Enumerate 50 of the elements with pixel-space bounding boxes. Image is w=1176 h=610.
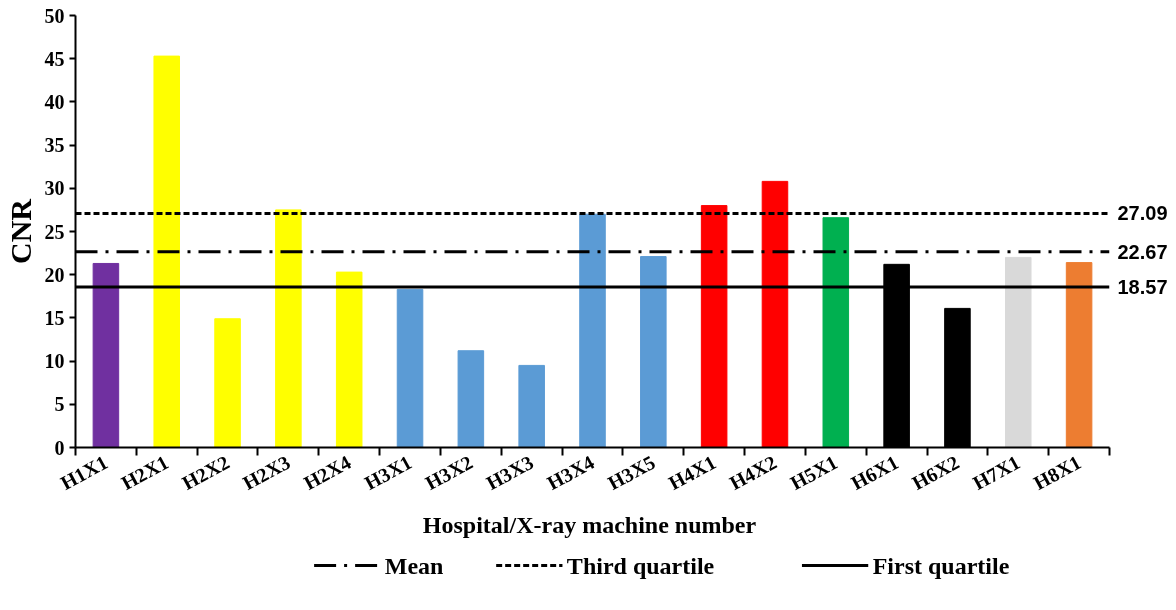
bar bbox=[579, 213, 606, 448]
text: 27.09 bbox=[1117, 202, 1168, 225]
y-tick-label: 15 bbox=[44, 306, 65, 329]
y-tick-label: 25 bbox=[44, 220, 65, 243]
y-tick-label: 35 bbox=[44, 134, 65, 157]
bar bbox=[822, 217, 850, 448]
y-tick-label: 30 bbox=[44, 177, 65, 200]
text: 22.67 bbox=[1117, 240, 1168, 263]
x-tick-label: H4X2 bbox=[725, 450, 781, 495]
x-axis-title: Hospital/X-ray machine number bbox=[422, 511, 757, 538]
bar bbox=[700, 205, 728, 448]
y-axis-title: CNR bbox=[3, 198, 37, 264]
bar bbox=[457, 350, 485, 448]
x-tick-label: H8X1 bbox=[1029, 450, 1085, 495]
bar bbox=[640, 256, 667, 448]
bar bbox=[1004, 256, 1032, 448]
x-tick-label: H6X2 bbox=[908, 450, 963, 495]
legend-label: Third quartile bbox=[566, 552, 715, 579]
bar bbox=[214, 318, 241, 448]
text: 18.57 bbox=[1117, 276, 1168, 299]
x-tick-label: H5X1 bbox=[786, 450, 842, 495]
x-tick-label: H3X2 bbox=[421, 450, 477, 495]
x-tick-label: H3X5 bbox=[604, 450, 659, 495]
x-tick-label: H6X1 bbox=[847, 450, 902, 495]
x-tick-label: H2X2 bbox=[178, 450, 233, 495]
x-tick-label: H4X1 bbox=[664, 450, 720, 495]
x-tick-label: H2X3 bbox=[239, 450, 294, 495]
bar bbox=[1065, 262, 1093, 448]
x-tick-label: H3X4 bbox=[543, 450, 598, 495]
bar bbox=[761, 180, 789, 448]
bar bbox=[92, 262, 120, 448]
bar bbox=[275, 209, 302, 448]
x-tick-label: H2X4 bbox=[300, 450, 355, 495]
x-tick-label: H2X1 bbox=[117, 450, 173, 495]
legend-label: First quartile bbox=[872, 552, 1010, 579]
y-tick-label: 45 bbox=[44, 47, 65, 70]
bar bbox=[518, 364, 545, 448]
x-tick-label: H7X1 bbox=[969, 450, 1024, 495]
legend-label: Mean bbox=[384, 552, 444, 579]
y-tick-label: 0 bbox=[54, 436, 65, 459]
bar bbox=[335, 271, 363, 448]
y-tick-label: 20 bbox=[44, 263, 65, 286]
y-tick-label: 40 bbox=[44, 90, 65, 113]
y-tick-label: 5 bbox=[54, 393, 65, 416]
y-tick-label: 10 bbox=[44, 350, 65, 373]
y-tick-label: 50 bbox=[44, 4, 65, 27]
x-tick-label: H3X3 bbox=[482, 450, 537, 495]
bar bbox=[396, 288, 424, 448]
bar bbox=[153, 55, 181, 448]
x-tick-label: H3X1 bbox=[360, 450, 416, 495]
